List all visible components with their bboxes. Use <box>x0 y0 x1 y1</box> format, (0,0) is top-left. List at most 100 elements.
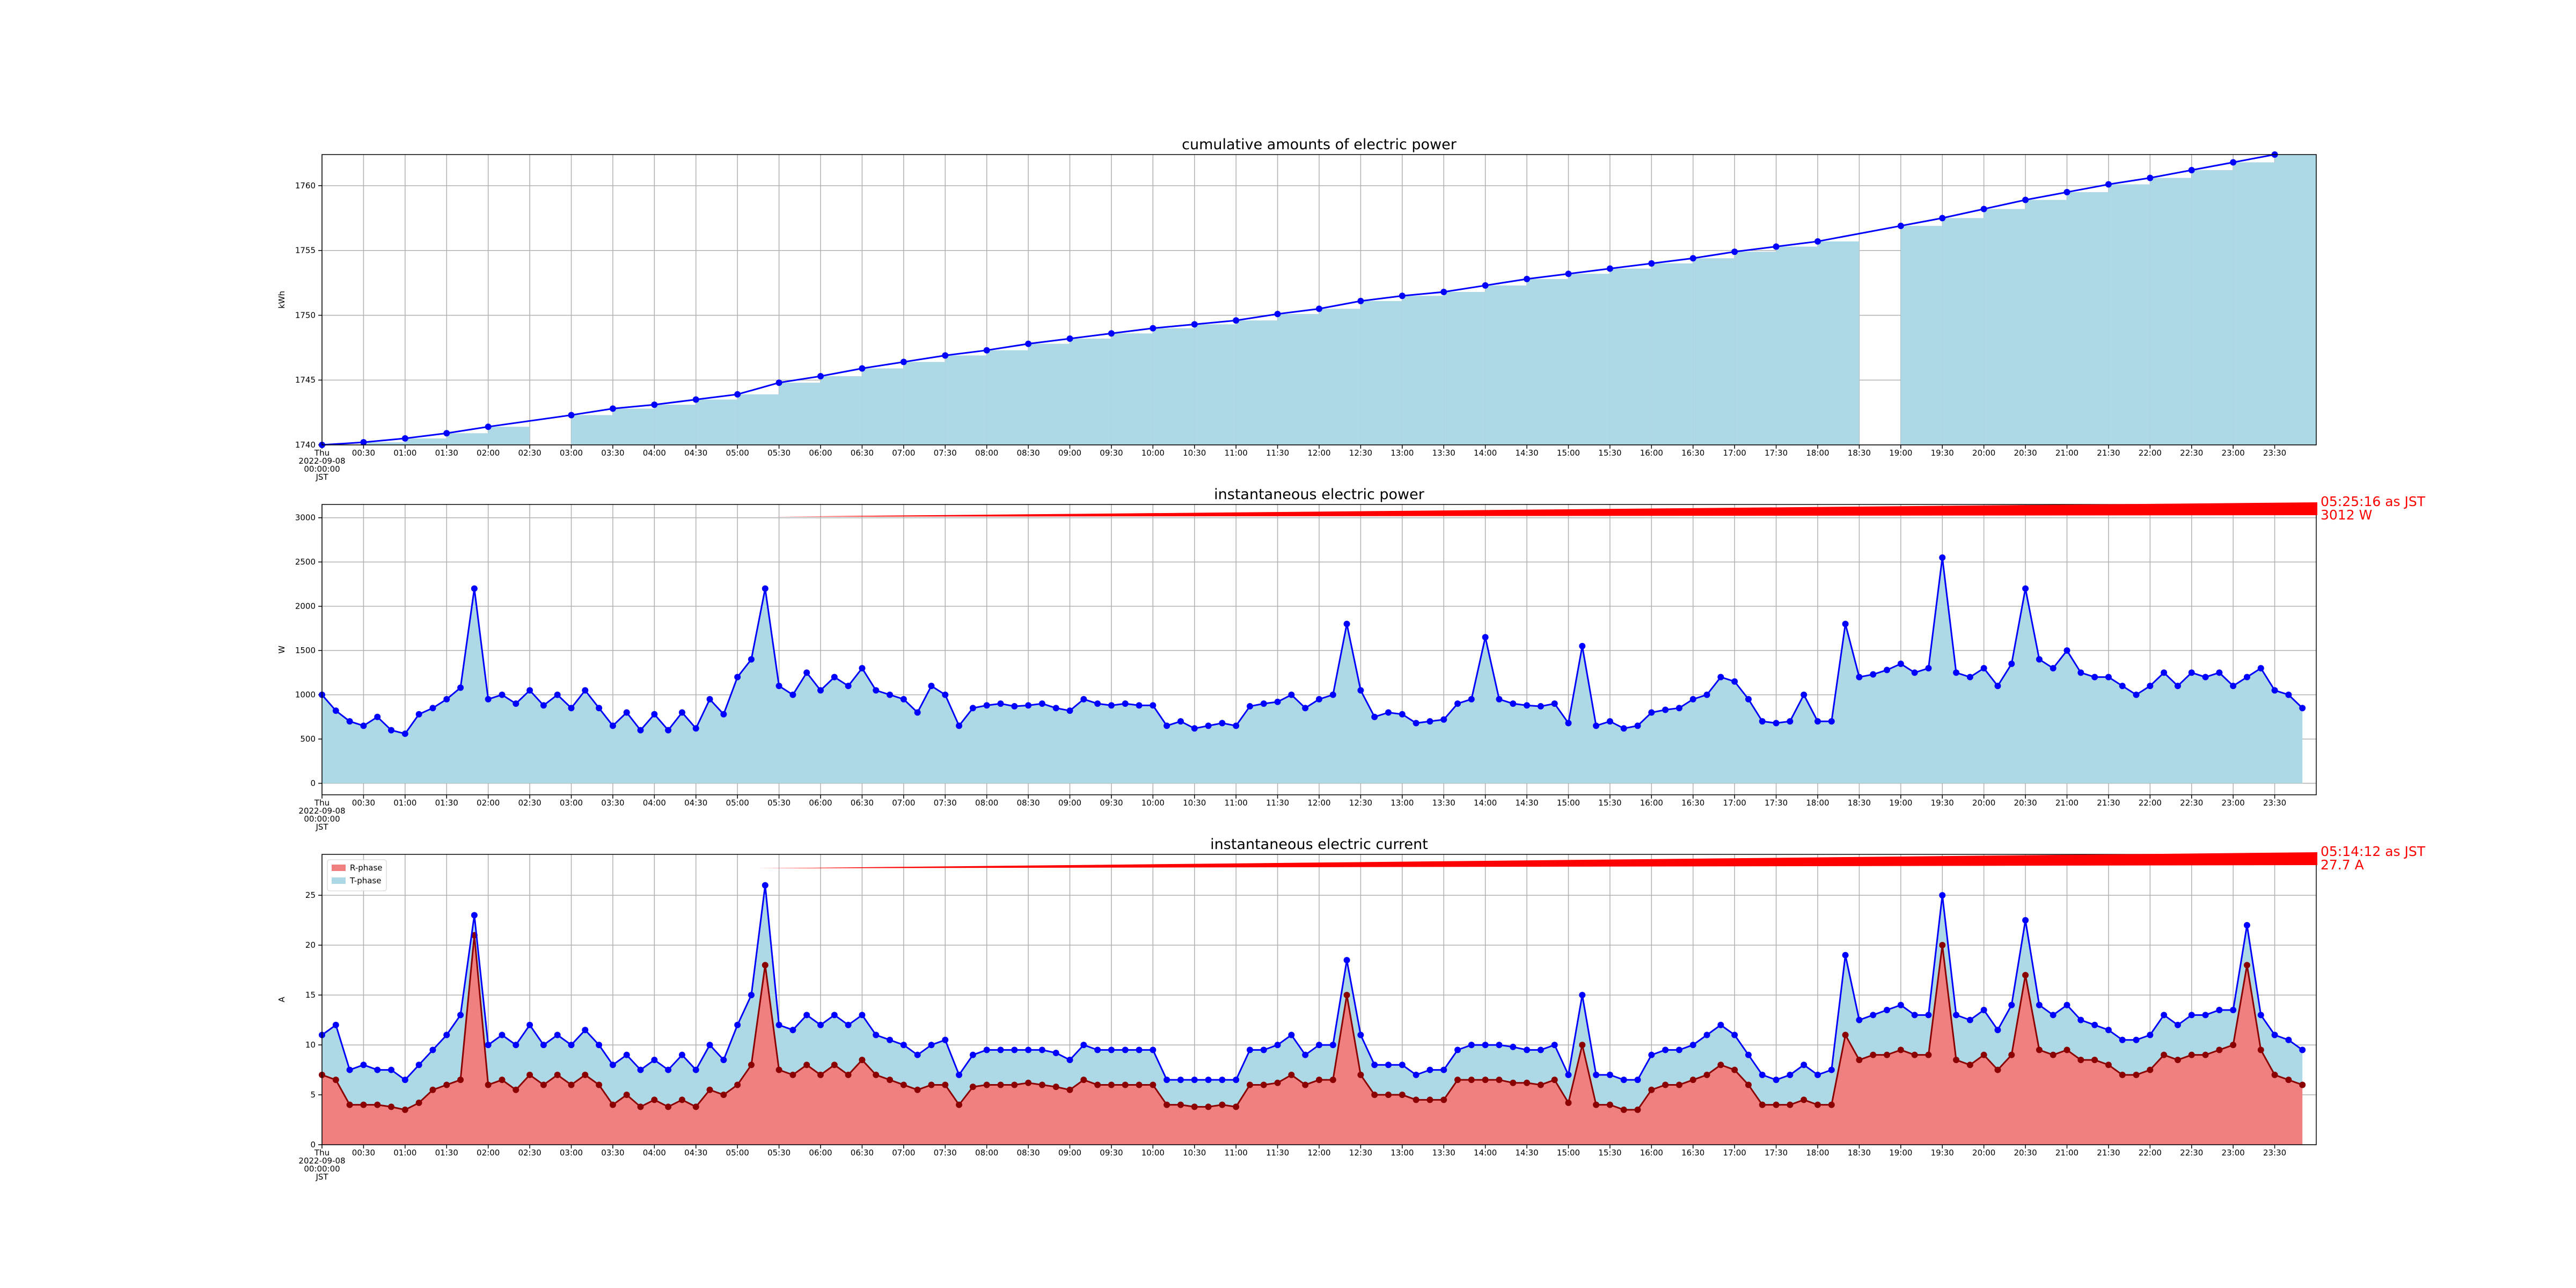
x-tick-label: 03:30 <box>601 448 624 458</box>
data-point <box>1731 1031 1738 1038</box>
data-point <box>2243 962 2250 969</box>
data-point <box>2271 1031 2278 1038</box>
data-point <box>1689 1042 1696 1049</box>
bar <box>1360 301 1402 445</box>
data-point <box>1675 705 1682 712</box>
data-point <box>1122 700 1129 707</box>
x-tick-label: Thu 2022-09-08 00:00:00 JST <box>298 798 345 832</box>
x-tick-label: 05:30 <box>767 798 791 808</box>
data-point <box>401 435 408 442</box>
data-point <box>360 1101 367 1108</box>
data-point <box>2063 1001 2070 1008</box>
data-point <box>1094 1046 1101 1053</box>
data-point <box>1897 222 1904 229</box>
data-point <box>1606 1101 1613 1108</box>
data-point <box>1426 718 1433 725</box>
data-point <box>859 365 866 372</box>
data-point <box>1288 1071 1295 1078</box>
data-point <box>1011 703 1018 710</box>
data-point <box>1385 1092 1392 1099</box>
x-tick-label: 02:30 <box>518 1148 541 1158</box>
data-point <box>762 962 769 969</box>
x-tick-label: 15:30 <box>1598 448 1621 458</box>
x-tick-label: 01:30 <box>435 448 458 458</box>
data-point <box>900 696 907 702</box>
data-point <box>1233 1077 1240 1084</box>
x-tick-label: 21:00 <box>2055 448 2079 458</box>
data-point <box>2077 1056 2084 1063</box>
data-point <box>346 1101 353 1108</box>
data-point <box>2271 687 2278 694</box>
data-point <box>415 1062 422 1069</box>
x-tick-label: 12:00 <box>1307 798 1330 808</box>
data-point <box>1025 1079 1032 1086</box>
bar <box>821 376 862 445</box>
bar <box>1984 209 2026 445</box>
data-point <box>1413 1071 1419 1078</box>
data-point <box>1939 892 1946 899</box>
data-point <box>942 691 949 698</box>
bar <box>571 415 613 445</box>
bar <box>1693 258 1735 445</box>
data-point <box>1205 1103 1212 1110</box>
x-tick-label: 20:30 <box>2014 798 2037 808</box>
data-point <box>457 684 464 691</box>
x-tick-label: 10:00 <box>1141 1148 1165 1158</box>
x-tick-label: 01:30 <box>435 1148 458 1158</box>
x-tick-label: 09:30 <box>1100 1148 1123 1158</box>
data-point <box>1745 1081 1752 1088</box>
data-point <box>1689 1077 1696 1084</box>
data-point <box>499 1077 506 1084</box>
data-point <box>1150 1081 1157 1088</box>
area-fill <box>322 885 2303 1110</box>
x-tick-label: 21:00 <box>2055 798 2079 808</box>
data-point <box>1925 665 1932 672</box>
data-point <box>1316 1042 1322 1049</box>
data-point <box>2285 1077 2292 1084</box>
data-point <box>2036 1046 2043 1053</box>
data-point <box>1606 1071 1613 1078</box>
x-tick-label: 08:30 <box>1016 448 1040 458</box>
data-point <box>457 1077 464 1084</box>
data-point <box>1329 1077 1336 1084</box>
data-point <box>1593 1071 1600 1078</box>
legend-swatch <box>332 877 346 884</box>
data-point <box>1163 1101 1170 1108</box>
x-tick-label: 19:30 <box>1931 1148 1954 1158</box>
bar <box>1568 274 1610 445</box>
y-tick-label: 10 <box>305 1040 316 1050</box>
data-point <box>692 1066 699 1073</box>
data-point <box>2008 1001 2015 1008</box>
data-point <box>651 711 658 718</box>
data-point <box>1579 642 1586 649</box>
data-point <box>2188 1051 2195 1058</box>
x-tick-label: 13:30 <box>1432 798 1455 808</box>
data-point <box>1274 1042 1281 1049</box>
x-tick-label: 08:00 <box>975 798 998 808</box>
chart-title: instantaneous electric current <box>1210 836 1428 853</box>
data-point <box>1136 1046 1143 1053</box>
data-point <box>1870 671 1877 678</box>
data-point <box>1606 265 1613 272</box>
data-point <box>969 705 976 712</box>
data-point <box>2147 1031 2154 1038</box>
x-tick-label: 05:00 <box>726 448 749 458</box>
data-point <box>997 1046 1004 1053</box>
data-point <box>1814 1101 1821 1108</box>
x-tick-label: 22:00 <box>2139 1148 2162 1158</box>
data-point <box>2063 189 2070 196</box>
y-tick-label: 3000 <box>295 513 316 523</box>
data-point <box>1385 1062 1392 1069</box>
data-point <box>1122 1046 1129 1053</box>
data-point <box>457 1012 464 1019</box>
data-point <box>1953 669 1960 676</box>
data-point <box>887 1077 894 1084</box>
data-point <box>1524 1046 1531 1053</box>
bar <box>1236 320 1278 445</box>
data-point <box>1801 1096 1807 1103</box>
data-point <box>1510 700 1517 707</box>
data-point <box>1745 1051 1752 1058</box>
x-tick-label: 09:00 <box>1058 798 1081 808</box>
data-point <box>1399 1062 1406 1069</box>
x-tick-label: 20:00 <box>1972 448 1995 458</box>
